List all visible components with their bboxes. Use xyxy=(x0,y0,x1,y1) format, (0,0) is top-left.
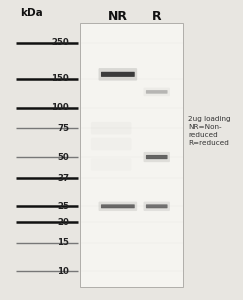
FancyBboxPatch shape xyxy=(91,122,131,134)
Text: 50: 50 xyxy=(58,152,69,161)
Text: 2ug loading
NR=Non-
reduced
R=reduced: 2ug loading NR=Non- reduced R=reduced xyxy=(188,116,231,146)
FancyBboxPatch shape xyxy=(146,204,168,208)
Text: 20: 20 xyxy=(57,218,69,227)
Text: 37: 37 xyxy=(57,174,69,183)
Text: R: R xyxy=(152,11,162,23)
FancyBboxPatch shape xyxy=(146,155,168,159)
FancyBboxPatch shape xyxy=(91,138,131,150)
FancyBboxPatch shape xyxy=(99,202,137,211)
Text: 10: 10 xyxy=(57,267,69,276)
Text: 100: 100 xyxy=(52,103,69,112)
Text: kDa: kDa xyxy=(20,8,43,17)
FancyBboxPatch shape xyxy=(101,72,135,77)
Text: 25: 25 xyxy=(57,202,69,211)
FancyBboxPatch shape xyxy=(143,202,170,211)
FancyBboxPatch shape xyxy=(143,152,170,162)
Text: 150: 150 xyxy=(52,74,69,83)
FancyBboxPatch shape xyxy=(146,90,168,94)
FancyBboxPatch shape xyxy=(101,204,135,208)
FancyBboxPatch shape xyxy=(80,22,183,286)
Text: NR: NR xyxy=(108,11,128,23)
Text: 250: 250 xyxy=(52,38,69,47)
Text: 15: 15 xyxy=(57,238,69,247)
Text: 75: 75 xyxy=(57,124,69,133)
FancyBboxPatch shape xyxy=(143,88,170,96)
FancyBboxPatch shape xyxy=(99,68,137,81)
